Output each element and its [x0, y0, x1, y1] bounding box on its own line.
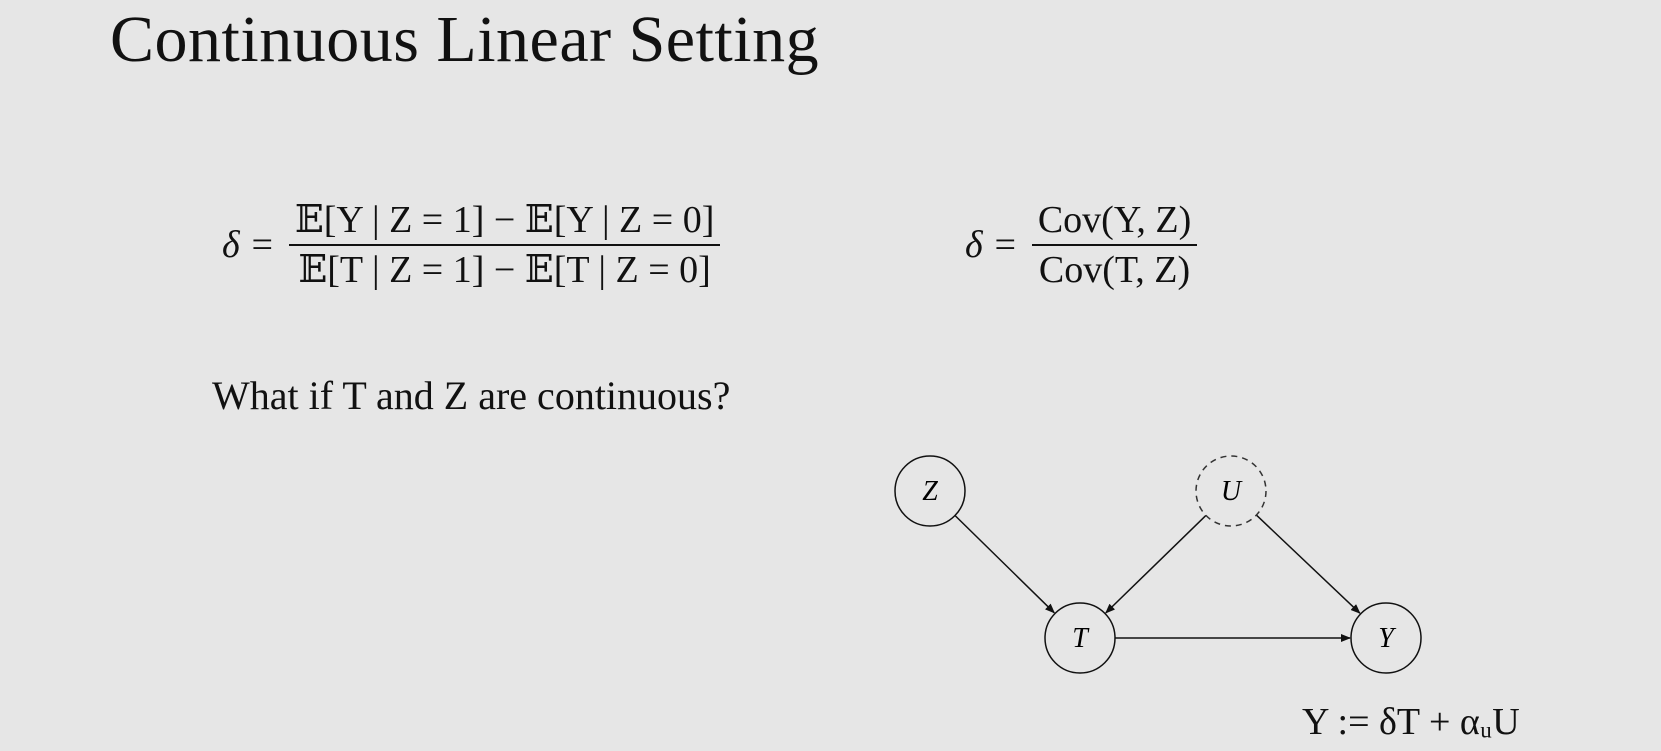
dag-edges	[954, 514, 1361, 642]
node-u: U	[1195, 455, 1267, 527]
node-t: T	[1044, 602, 1116, 674]
edge-u-to-t	[1105, 514, 1207, 614]
slide-title: Continuous Linear Setting	[110, 3, 820, 76]
cov-numerator: Cov(Y, Z)	[1037, 199, 1192, 241]
wald-numerator: 𝔼[Y | Z = 1] − 𝔼[Y | Z = 0]	[294, 199, 715, 241]
node-y: Y	[1350, 602, 1422, 674]
wald-equation-lhs: δ =	[222, 224, 275, 266]
structural-equation: Y := δT + αᵤU	[1302, 701, 1520, 743]
edge-u-to-y	[1255, 514, 1361, 614]
dag-nodes: Z U T Y	[894, 455, 1422, 674]
wald-fraction: 𝔼[Y | Z = 1] − 𝔼[Y | Z = 0] 𝔼[T | Z = 1]…	[288, 196, 721, 294]
node-t-label: T	[1072, 623, 1090, 654]
node-y-circle	[1350, 602, 1422, 674]
wald-fraction-bar	[288, 244, 721, 246]
cov-fraction: Cov(Y, Z) Cov(T, Z)	[1031, 196, 1198, 294]
node-t-circle	[1044, 602, 1116, 674]
node-u-circle	[1195, 455, 1267, 527]
continuous-question: What if T and Z are continuous?	[212, 373, 731, 418]
cov-fraction-bar	[1031, 244, 1198, 246]
cov-denominator: Cov(T, Z)	[1038, 249, 1191, 291]
covariance-ratio-equation: δ = Cov(Y, Z) Cov(T, Z)	[965, 196, 1198, 294]
wald-denominator: 𝔼[T | Z = 1] − 𝔼[T | Z = 0]	[298, 249, 711, 291]
edge-z-to-t	[954, 514, 1056, 614]
node-z: Z	[894, 455, 966, 527]
wald-estimator-equation: δ = 𝔼[Y | Z = 1] − 𝔼[Y | Z = 0] 𝔼[T | Z …	[222, 196, 721, 294]
cov-equation-lhs: δ =	[965, 224, 1018, 266]
node-y-label: Y	[1378, 623, 1397, 654]
node-z-label: Z	[922, 476, 938, 507]
node-u-label: U	[1221, 476, 1243, 507]
node-z-circle	[894, 455, 966, 527]
